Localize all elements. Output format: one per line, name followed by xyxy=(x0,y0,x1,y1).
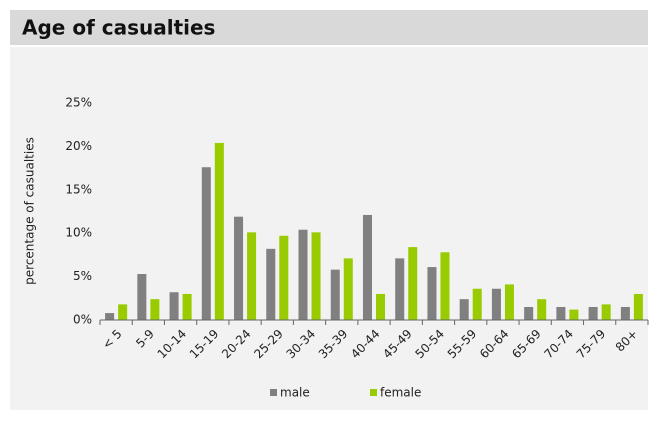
bar xyxy=(376,293,386,320)
bar xyxy=(504,284,514,320)
bar xyxy=(459,299,469,320)
y-tick-label: 5% xyxy=(73,269,92,283)
bar xyxy=(427,267,437,320)
bar xyxy=(362,214,372,320)
bar xyxy=(214,142,224,320)
y-tick-label: 25% xyxy=(65,96,92,110)
bar xyxy=(524,306,534,320)
legend-label: female xyxy=(380,386,421,400)
y-axis-label: percentage of casualties xyxy=(23,137,37,285)
bar xyxy=(440,252,450,320)
bar xyxy=(472,288,482,320)
bar xyxy=(266,248,276,320)
bar xyxy=(279,235,289,320)
bar xyxy=(491,288,501,320)
bar xyxy=(330,269,340,320)
bar xyxy=(601,304,611,320)
bar xyxy=(137,273,147,320)
y-tick-label: 0% xyxy=(73,313,92,327)
bar xyxy=(150,299,160,320)
legend-swatch xyxy=(270,389,277,396)
bar xyxy=(298,229,308,320)
bar xyxy=(588,306,598,320)
title-bar xyxy=(10,10,648,45)
bar xyxy=(620,306,630,320)
bar xyxy=(201,167,211,320)
bar xyxy=(343,258,353,320)
bar xyxy=(556,306,566,320)
bar xyxy=(569,309,579,320)
bar xyxy=(234,216,244,320)
bar xyxy=(169,292,179,320)
bar xyxy=(105,313,115,320)
y-tick-label: 15% xyxy=(65,182,92,196)
legend-label: male xyxy=(280,386,310,400)
chart-title: Age of casualties xyxy=(22,16,215,40)
bar xyxy=(118,304,128,320)
bar xyxy=(395,258,405,320)
y-tick-label: 10% xyxy=(65,226,92,240)
bar xyxy=(633,293,643,320)
bar xyxy=(537,299,547,320)
bar xyxy=(408,247,418,320)
legend-swatch xyxy=(370,389,377,396)
panel xyxy=(10,10,648,410)
bar xyxy=(247,232,257,320)
bar xyxy=(182,293,192,320)
y-tick-label: 20% xyxy=(65,139,92,153)
bar xyxy=(311,232,321,320)
